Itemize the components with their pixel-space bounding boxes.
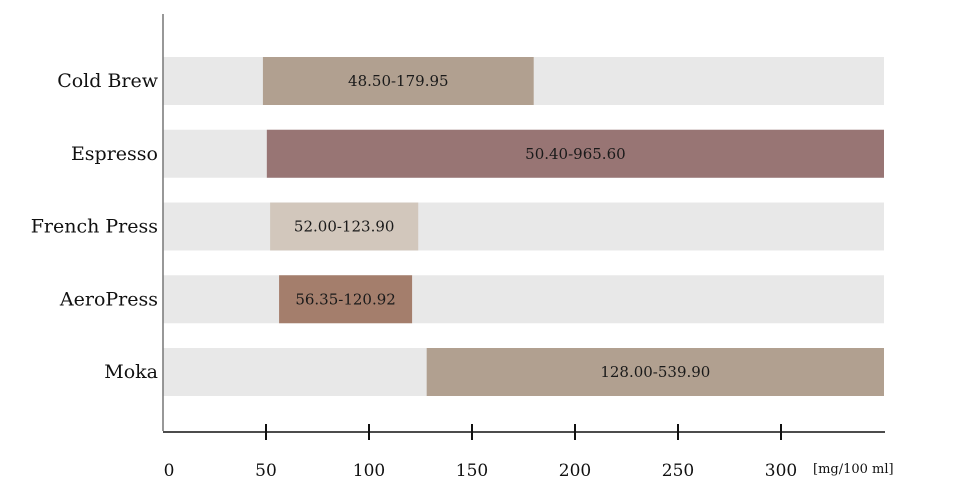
bar-label-french-press: 52.00-123.90	[294, 218, 395, 236]
x-tick-label-250: 250	[662, 461, 694, 481]
category-label-cold-brew: Cold Brew	[57, 70, 159, 92]
bar-label-moka: 128.00-539.90	[600, 363, 710, 381]
x-axis-tick-labels: 0 50 100 150 200 250 300	[164, 461, 798, 481]
category-label-aeropress: AeroPress	[59, 288, 158, 310]
x-tick-label-0: 0	[164, 461, 175, 481]
range-bar-french-press	[270, 202, 419, 251]
category-labels: Cold Brew Espresso French Press AeroPress Mo…	[31, 70, 159, 383]
background-band-aeropress	[163, 275, 884, 324]
category-label-french-press: French Press	[31, 216, 158, 238]
x-axis-ticks	[265, 424, 782, 440]
x-axis-unit-label: [mg/100 ml]	[813, 462, 894, 477]
bar-value-labels: 48.50-179.95 50.40-965.60 52.00-123.90 56.3…	[294, 72, 710, 381]
range-bar-cold-brew	[262, 57, 534, 105]
range-bars	[262, 57, 885, 396]
range-bar-aeropress	[279, 275, 413, 324]
category-label-espresso: Espresso	[71, 143, 158, 165]
range-bar-moka	[426, 348, 884, 396]
x-tick-label-50: 50	[255, 461, 277, 481]
category-label-moka: Moka	[104, 361, 158, 383]
bar-label-aeropress: 56.35-120.92	[295, 290, 396, 308]
x-tick-label-150: 150	[456, 461, 488, 481]
bar-label-cold-brew: 48.50-179.95	[348, 72, 449, 90]
x-tick-label-100: 100	[353, 461, 385, 481]
x-tick-label-200: 200	[559, 461, 591, 481]
range-bar-espresso	[266, 129, 885, 178]
bar-label-espresso: 50.40-965.60	[525, 145, 626, 163]
x-tick-label-300: 300	[765, 461, 797, 481]
